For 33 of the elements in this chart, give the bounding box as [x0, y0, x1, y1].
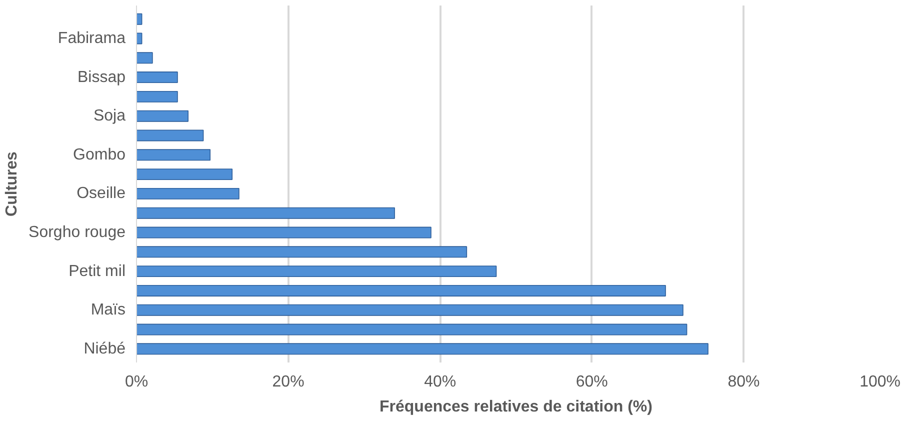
bar	[136, 284, 666, 296]
bar	[136, 207, 395, 219]
bar	[136, 149, 211, 161]
y-tick-label: Soja	[93, 108, 126, 125]
bar	[136, 188, 240, 200]
y-tick-label: Petit mil	[68, 262, 126, 280]
y-tick-label: Niébé	[84, 340, 126, 358]
bar	[136, 130, 204, 142]
x-tick-label: 100%	[860, 374, 900, 390]
x-tick-label: 40%	[424, 374, 456, 390]
y-tick-label: Maïs	[90, 302, 126, 319]
bar	[136, 90, 178, 102]
bar	[136, 226, 432, 238]
bar	[136, 72, 178, 84]
x-tick-label: 20%	[272, 374, 304, 390]
y-tick-label: Fabirama	[58, 30, 126, 47]
y-tick-label: Bissap	[77, 68, 126, 86]
y-tick-label: Oseille	[76, 185, 126, 202]
bar	[136, 110, 189, 122]
x-tick-label: 60%	[576, 374, 608, 390]
x-tick-label: 80%	[728, 374, 760, 390]
y-axis-title: Cultures	[4, 151, 21, 216]
bar	[136, 246, 468, 258]
bar	[136, 324, 688, 336]
x-axis-title: Fréquences relatives de citation (%)	[380, 398, 652, 416]
bar	[136, 266, 497, 278]
bar	[136, 343, 708, 355]
y-tick-label: Gombo	[73, 146, 126, 164]
bar	[136, 304, 684, 316]
y-tick-label: Sorgho rouge	[28, 224, 126, 242]
bar	[136, 52, 153, 64]
x-tick-label: 0%	[124, 374, 148, 390]
bar	[136, 168, 233, 180]
